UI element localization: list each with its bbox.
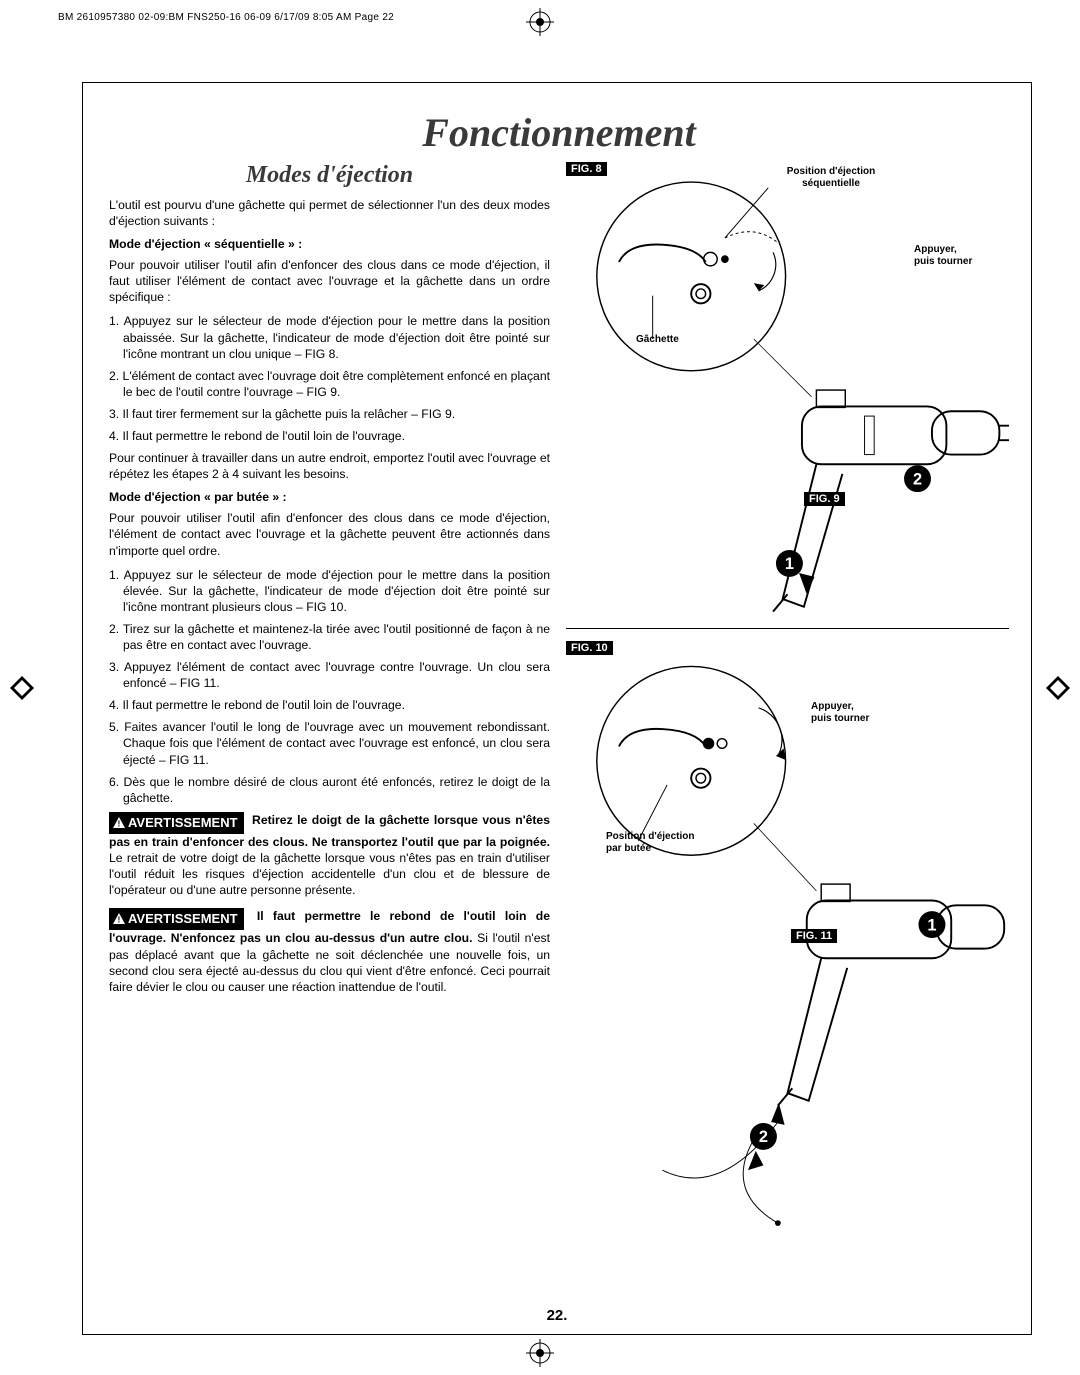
callout-trigger: Gâchette	[636, 334, 679, 346]
list-item: 2. Tirez sur la gâchette et maintenez-la…	[109, 621, 550, 653]
mode-bump-heading: Mode d'éjection « par butée » :	[109, 490, 550, 504]
list-item: 5. Faites avancer l'outil le long de l'o…	[109, 719, 550, 767]
fig-8-label: FIG. 8	[566, 162, 607, 176]
warning-badge: ! AVERTISSEMENT	[109, 908, 244, 930]
fig-10-label: FIG. 10	[566, 641, 613, 655]
callout-bump-position: Position d'éjection par butée	[606, 831, 696, 854]
fig-9-label: FIG. 9	[804, 492, 845, 506]
right-column: FIG. 8	[566, 162, 1009, 1239]
figure-8-9-svg: 2 1	[566, 162, 1009, 622]
page-title: Fonctionnement	[109, 109, 1009, 156]
list-item: 1. Appuyez sur le sélecteur de mode d'éj…	[109, 313, 550, 361]
warning-1: ! AVERTISSEMENT Retirez le doigt de la g…	[109, 812, 550, 899]
list-item: 1. Appuyez sur le sélecteur de mode d'éj…	[109, 567, 550, 615]
registration-mark-top	[526, 8, 554, 36]
list-item: 3. Appuyez l'élément de contact avec l'o…	[109, 659, 550, 691]
mode-seq-heading: Mode d'éjection « séquentielle » :	[109, 237, 550, 251]
warning-label: AVERTISSEMENT	[128, 815, 238, 830]
svg-text:2: 2	[913, 470, 922, 488]
fig-11-label: FIG. 11	[791, 929, 837, 943]
registration-mark-right	[1044, 674, 1072, 702]
section-subtitle: Modes d'éjection	[109, 162, 550, 189]
warning-triangle-icon: !	[113, 815, 125, 832]
list-item: 3. Il faut tirer fermement sur la gâchet…	[109, 406, 550, 422]
registration-mark-left	[8, 674, 36, 702]
figure-10-11-svg: 1 2	[566, 639, 1009, 1239]
svg-text:!: !	[118, 819, 121, 828]
print-header: BM 2610957380 02-09:BM FNS250-16 06-09 6…	[58, 12, 394, 23]
left-column: Modes d'éjection L'outil est pourvu d'un…	[109, 162, 550, 1239]
page-frame: Fonctionnement Modes d'éjection L'outil …	[82, 82, 1032, 1335]
intro-text: L'outil est pourvu d'une gâchette qui pe…	[109, 197, 550, 229]
list-item: 2. L'élément de contact avec l'ouvrage d…	[109, 368, 550, 400]
warning-label: AVERTISSEMENT	[128, 911, 238, 926]
list-item: 4. Il faut permettre le rebond de l'outi…	[109, 428, 550, 444]
warning-2: ! AVERTISSEMENT Il faut permettre le reb…	[109, 908, 550, 995]
figure-10-11-area: FIG. 10	[566, 639, 1009, 1239]
registration-mark-bottom	[526, 1339, 554, 1367]
svg-text:!: !	[118, 916, 121, 925]
figure-divider	[566, 628, 1009, 629]
mode-seq-outro: Pour continuer à travailler dans un autr…	[109, 450, 550, 482]
svg-text:1: 1	[785, 555, 794, 573]
mode-bump-intro: Pour pouvoir utiliser l'outil afin d'enf…	[109, 510, 550, 558]
figure-8-9-area: FIG. 8	[566, 162, 1009, 622]
list-item: 6. Dès que le nombre désiré de clous aur…	[109, 774, 550, 806]
callout-seq-position: Position d'éjection séquentielle	[776, 166, 886, 189]
warning-badge: ! AVERTISSEMENT	[109, 812, 244, 834]
page-number: 22.	[83, 1307, 1031, 1324]
svg-text:2: 2	[759, 1128, 768, 1146]
warning-1-rest: Le retrait de votre doigt de la gâchette…	[109, 851, 550, 897]
mode-bump-steps: 1. Appuyez sur le sélecteur de mode d'éj…	[109, 567, 550, 806]
mode-seq-intro: Pour pouvoir utiliser l'outil afin d'enf…	[109, 257, 550, 305]
warning-triangle-icon: !	[113, 911, 125, 928]
list-item: 4. Il faut permettre le rebond de l'outi…	[109, 697, 550, 713]
callout-press-turn: Appuyer, puis tourner	[914, 244, 974, 267]
mode-seq-steps: 1. Appuyez sur le sélecteur de mode d'éj…	[109, 313, 550, 444]
callout-press-turn-2: Appuyer, puis tourner	[811, 701, 871, 724]
svg-text:1: 1	[927, 916, 936, 934]
